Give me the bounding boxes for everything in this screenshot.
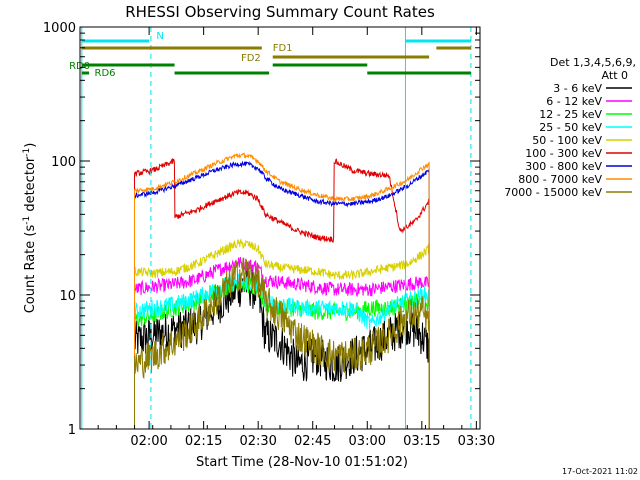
series-line-8	[134, 152, 430, 429]
series-group	[134, 152, 430, 429]
flag-label-fd1: FD1	[273, 43, 293, 54]
series-line-6	[134, 157, 430, 429]
x-tick-label-5: 03:00	[349, 434, 386, 449]
series-line-2	[134, 256, 430, 429]
series-line-5	[134, 238, 430, 429]
legend-label-3: 12 - 25 keV	[539, 108, 602, 121]
x-axis-label: Start Time (28-Nov-10 01:51:02)	[196, 455, 408, 470]
plot-frame	[79, 26, 481, 430]
y-tick-label-3: 100	[51, 155, 76, 170]
series-line-3	[134, 274, 430, 429]
flag-label-n: N	[156, 31, 163, 42]
legend-label-8: 800 - 7000 keV	[518, 173, 602, 186]
y-tick-label-4: 1000	[43, 21, 76, 36]
flag-label-rd6: RD6	[95, 68, 116, 79]
generation-timestamp: 17-Oct-2021 11:02	[562, 467, 638, 476]
x-tick-label-3: 02:30	[239, 434, 276, 449]
series-line-9	[134, 257, 430, 429]
legend-label-2: 6 - 12 keV	[546, 95, 602, 108]
axes: 02:00 02:15 02:30 02:45 03:00 03:15 03:30 1 10 10…	[43, 21, 495, 449]
flag-label-fd2: FD2	[241, 53, 261, 64]
legend-label-9: 7000 - 15000 keV	[504, 186, 602, 199]
y-axis-label-sup1: -1	[22, 216, 32, 225]
y-axis-label-part2: detector	[23, 156, 38, 216]
series-line-7	[134, 160, 430, 429]
y-axis-label-part3: )	[23, 143, 38, 148]
vertical-lines	[81, 27, 472, 429]
legend-header-detectors: Det 1,3,4,5,6,9,	[550, 56, 636, 69]
y-axis-label: Count Rate (s-1 detector-1)	[22, 143, 38, 314]
legend-label-5: 50 - 100 keV	[532, 134, 602, 147]
legend-label-4: 25 - 50 keV	[539, 121, 602, 134]
y-tick-label-2: 10	[59, 289, 76, 304]
x-tick-label-2: 02:15	[185, 434, 222, 449]
x-tick-label-4: 02:45	[294, 434, 331, 449]
chart-title: RHESSI Observing Summary Count Rates	[125, 3, 435, 21]
y-tick-label-1: 1	[68, 423, 76, 438]
y-axis-label-part1: Count Rate (s	[23, 225, 38, 314]
legend-label-7: 300 - 800 keV	[525, 160, 602, 173]
x-tick-label-7: 03:30	[458, 434, 495, 449]
y-axis-label-sup2: -1	[22, 148, 32, 157]
legend-label-6: 100 - 300 keV	[525, 147, 602, 160]
x-tick-label-6: 03:15	[403, 434, 440, 449]
x-tick-label-1: 02:00	[130, 434, 167, 449]
legend-header-attenuator: Att 0	[602, 69, 628, 82]
legend-label-1: 3 - 6 keV	[553, 82, 602, 95]
